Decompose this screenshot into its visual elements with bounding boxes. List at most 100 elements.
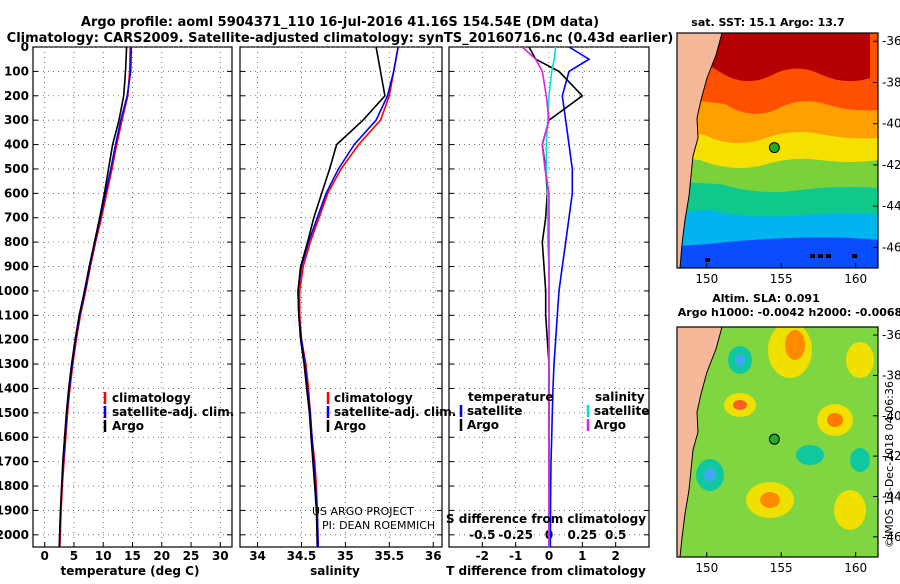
sst-lat-label: -38 — [882, 75, 900, 89]
salinity-legend: climatology satellite-adj. clim. Argo — [326, 391, 456, 433]
depth-tick-label: 1300 — [0, 357, 29, 371]
depth-tick-label: 1100 — [0, 308, 29, 322]
depth-tick-label: 600 — [4, 186, 29, 200]
legend-label-s-argo: Argo — [594, 418, 626, 432]
series-layer — [58, 47, 591, 547]
salinity-x-tick-label: 35 — [337, 549, 354, 563]
difference-x-tick-label: 2 — [611, 549, 619, 563]
temperature-legend: climatology satellite-adj. clim. Argo — [103, 391, 234, 433]
depth-tick-label: 1200 — [0, 333, 29, 347]
depth-tick-label: 1800 — [0, 479, 29, 493]
difference-legend: temperature satellite Argo salinity sate… — [459, 390, 649, 432]
temperature-xlabel: temperature (deg C) — [61, 564, 200, 578]
sla-high-core — [785, 330, 805, 360]
temperature-x-tick-label: 0 — [41, 549, 49, 563]
sst-map-title: sat. SST: 15.1 Argo: 13.7 — [691, 16, 844, 29]
legend-label-argo: Argo — [334, 419, 366, 433]
sla-low-core — [704, 468, 716, 482]
sst-lon-label: 150 — [695, 272, 718, 286]
legend-label-argo: Argo — [112, 419, 144, 433]
temperature-x-tick-label: 20 — [153, 549, 170, 563]
legend-label-s-satellite: satellite — [594, 404, 649, 418]
difference-x2-tick-label: 0.5 — [605, 528, 626, 542]
legend-label-climatology: climatology — [112, 391, 191, 405]
difference-x2label: S difference from climatology — [446, 512, 646, 526]
depth-tick-label: 2000 — [0, 528, 29, 542]
sla-high-core — [827, 413, 843, 427]
sla-land-australia — [677, 327, 723, 557]
sla-lon-label: 150 — [695, 561, 718, 575]
sla-lat-label: -42 — [882, 449, 900, 463]
depth-tick-label: 900 — [4, 260, 29, 274]
sla-high-anomaly — [834, 490, 866, 530]
sst-lat-label: -46 — [882, 240, 900, 254]
difference-xlabel: T difference from climatology — [446, 564, 646, 578]
temperature-x-tick-label: 15 — [124, 549, 141, 563]
header-title-line2: Climatology: CARS2009. Satellite-adjuste… — [7, 31, 674, 46]
difference-x-tick-label: 0 — [545, 549, 553, 563]
sla-map-title: Altim. SLA: 0.091 — [712, 292, 819, 305]
salinity-panel-frame — [239, 46, 443, 548]
salinity-x-tick-label: 34.5 — [287, 549, 317, 563]
header-title-line1: Argo profile: aoml 5904371_110 16-Jul-20… — [81, 15, 599, 30]
legend-label-t-satellite: satellite — [467, 404, 522, 418]
sst-lat-label: -40 — [882, 117, 900, 131]
depth-tick-label: 1700 — [0, 455, 29, 469]
sla-lat-label: -36 — [882, 328, 900, 342]
legend-label-t-argo: Argo — [467, 418, 499, 432]
difference-series-t-satellite — [549, 47, 591, 547]
depth-tick-label: 300 — [4, 113, 29, 127]
difference-x-tick-label: -1 — [509, 549, 522, 563]
difference-series-s-argo — [521, 47, 550, 547]
sst-map-frame — [676, 32, 879, 269]
sla-lat-label: -38 — [882, 368, 900, 382]
sst-lat-label: -44 — [882, 199, 900, 213]
salinity-x-tick-label: 34 — [249, 549, 266, 563]
sst-map — [677, 33, 878, 268]
sla-high-anomaly — [846, 342, 874, 378]
project-annotation-line1: US ARGO PROJECT — [312, 505, 414, 518]
sst-hottest-water — [700, 33, 870, 82]
sst-argo-location-marker — [768, 142, 780, 154]
temperature-x-tick-label: 30 — [212, 549, 229, 563]
sst-land-australia — [677, 33, 723, 268]
sst-map-ticks: 150 155 160 -36 -38 -40 -42 -44 -46 — [695, 34, 900, 286]
depth-tick-label: 1500 — [0, 406, 29, 420]
temperature-x-tick-label: 25 — [183, 549, 200, 563]
temperature-series-argo — [58, 47, 128, 547]
depth-tick-label: 1900 — [0, 503, 29, 517]
depth-tick-label: 0 — [21, 40, 29, 54]
x-tick-labels: 0 5 10 15 20 25 30 34 34.5 35 35.5 36 -2 -1 0 1 2 -0.5 -0.… — [41, 528, 627, 563]
depth-tick-label: 800 — [4, 235, 29, 249]
sla-lat-label: -40 — [882, 409, 900, 423]
sst-lon-label: 160 — [844, 272, 867, 286]
sla-lat-label: -46 — [882, 530, 900, 544]
depth-tick-label: 1600 — [0, 430, 29, 444]
legend-label-satellite: satellite-adj. clim. — [334, 405, 456, 419]
difference-x-tick-label: 1 — [578, 549, 586, 563]
sla-high-core — [733, 400, 747, 410]
difference-x2-tick-label: 0.25 — [568, 528, 598, 542]
legend-label-climatology: climatology — [334, 391, 413, 405]
sst-lat-label: -36 — [882, 34, 900, 48]
sla-low-anomaly — [796, 445, 824, 465]
legend-title-salinity: salinity — [595, 390, 645, 404]
sla-argo-location-marker — [768, 433, 780, 445]
sla-lon-label: 160 — [844, 561, 867, 575]
legend-label-satellite: satellite-adj. clim. — [112, 405, 234, 419]
depth-tick-label: 100 — [4, 64, 29, 78]
sla-map-subtitle: Argo h1000: -0.0042 h2000: -0.0068 — [678, 306, 900, 319]
depth-tick-label: 400 — [4, 138, 29, 152]
depth-tick-label: 700 — [4, 211, 29, 225]
difference-x2-tick-label: -0.25 — [498, 528, 533, 542]
temperature-x-tick-label: 10 — [95, 549, 112, 563]
difference-x2-tick-label: -0.5 — [469, 528, 495, 542]
sla-high-core — [760, 492, 780, 508]
temperature-x-tick-label: 5 — [70, 549, 78, 563]
depth-tick-label: 500 — [4, 162, 29, 176]
sla-low-anomaly — [850, 448, 870, 472]
salinity-x-tick-label: 36 — [425, 549, 442, 563]
sst-missing-data — [705, 254, 857, 262]
project-annotation-line2: PI: DEAN ROEMMICH — [322, 519, 435, 532]
